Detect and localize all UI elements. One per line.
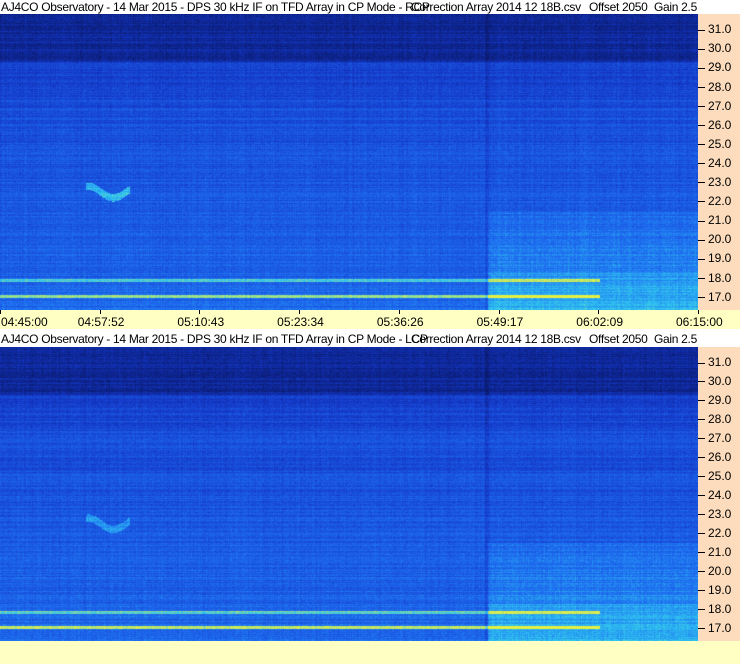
- x-tick-mark: [398, 310, 400, 314]
- x-tick-label: 04:57:52: [77, 315, 125, 329]
- x-tick-mark: [99, 310, 101, 314]
- x-tick-label: 04:45:00: [1, 315, 48, 329]
- y-tick-label: 20.0: [698, 233, 731, 245]
- x-tick-mark: [299, 310, 301, 314]
- x-tick-mark: [598, 310, 600, 314]
- x-tick-mark: [0, 310, 1, 314]
- x-tick-label: 06:02:09: [576, 315, 623, 329]
- y-tick-label: 18.0: [698, 272, 731, 284]
- correction-file: Correction Array 2014 12 18B.csv: [411, 332, 581, 346]
- correction-file: Correction Array 2014 12 18B.csv: [411, 0, 581, 14]
- y-tick-label: 19.0: [698, 584, 731, 596]
- x-tick-mark: [498, 310, 500, 314]
- y-tick-label: 27.0: [698, 432, 731, 444]
- y-tick-label: 31.0: [698, 23, 731, 35]
- y-tick-label: 23.0: [698, 508, 731, 520]
- y-tick-label: 31.0: [698, 356, 731, 368]
- y-tick-label: 23.0: [698, 176, 731, 188]
- y-tick-label: 25.0: [698, 138, 731, 150]
- y-tick-label: 22.0: [698, 527, 731, 539]
- title-text: AJ4CO Observatory - 14 Mar 2015 - DPS 30…: [1, 0, 430, 14]
- y-tick-label: 21.0: [698, 214, 731, 226]
- y-tick-label: 26.0: [698, 451, 731, 463]
- y-axis-lcp: 31.0 30.0 29.0 28.0 27.0 26.0 25.0 24.0 23.0 22.0…: [698, 347, 740, 641]
- gain-label: Gain 2.5: [654, 0, 697, 14]
- y-tick-label: 21.0: [698, 546, 731, 558]
- x-tick-label: 05:23:34: [277, 315, 324, 329]
- y-tick-label: 17.0: [698, 291, 731, 303]
- x-tick-mark: [698, 310, 699, 314]
- panel-title-lcp: AJ4CO Observatory - 14 Mar 2015 - DPS 30…: [0, 332, 740, 347]
- offset-label: Offset 2050: [589, 0, 648, 14]
- time-axis: 04:45:00 04:57:52 05:10:43 05:23:34 05:36:26…: [0, 310, 740, 329]
- y-tick-label: 22.0: [698, 195, 731, 207]
- title-text: AJ4CO Observatory - 14 Mar 2015 - DPS 30…: [1, 332, 428, 346]
- time-axis-empty: [0, 641, 740, 664]
- y-tick-label: 19.0: [698, 252, 731, 264]
- y-tick-label: 26.0: [698, 119, 731, 131]
- y-tick-label: 27.0: [698, 100, 731, 112]
- spectrogram-rcp: [0, 14, 698, 310]
- x-tick-label: 06:15:00: [676, 315, 723, 329]
- x-tick-label: 05:49:17: [476, 315, 524, 329]
- y-tick-label: 29.0: [698, 61, 731, 73]
- y-tick-label: 28.0: [698, 413, 731, 425]
- y-tick-label: 30.0: [698, 42, 731, 54]
- x-tick-mark: [199, 310, 201, 314]
- y-axis-rcp: 31.0 30.0 29.0 28.0 27.0 26.0 25.0 24.0 23.0 22.0…: [698, 14, 740, 310]
- spectrogram-lcp: [0, 347, 698, 641]
- y-tick-label: 24.0: [698, 489, 731, 501]
- y-tick-label: 30.0: [698, 375, 731, 387]
- y-tick-label: 28.0: [698, 81, 731, 93]
- y-tick-label: 18.0: [698, 603, 731, 615]
- y-tick-label: 17.0: [698, 622, 731, 634]
- y-tick-label: 24.0: [698, 157, 731, 169]
- y-tick-label: 20.0: [698, 565, 731, 577]
- x-tick-label: 05:10:43: [177, 315, 225, 329]
- panel-title-rcp: AJ4CO Observatory - 14 Mar 2015 - DPS 30…: [0, 0, 740, 15]
- y-tick-label: 25.0: [698, 470, 731, 482]
- x-tick-label: 05:36:26: [376, 315, 424, 329]
- gain-label: Gain 2.5: [654, 332, 697, 346]
- y-tick-label: 29.0: [698, 394, 731, 406]
- offset-label: Offset 2050: [589, 332, 648, 346]
